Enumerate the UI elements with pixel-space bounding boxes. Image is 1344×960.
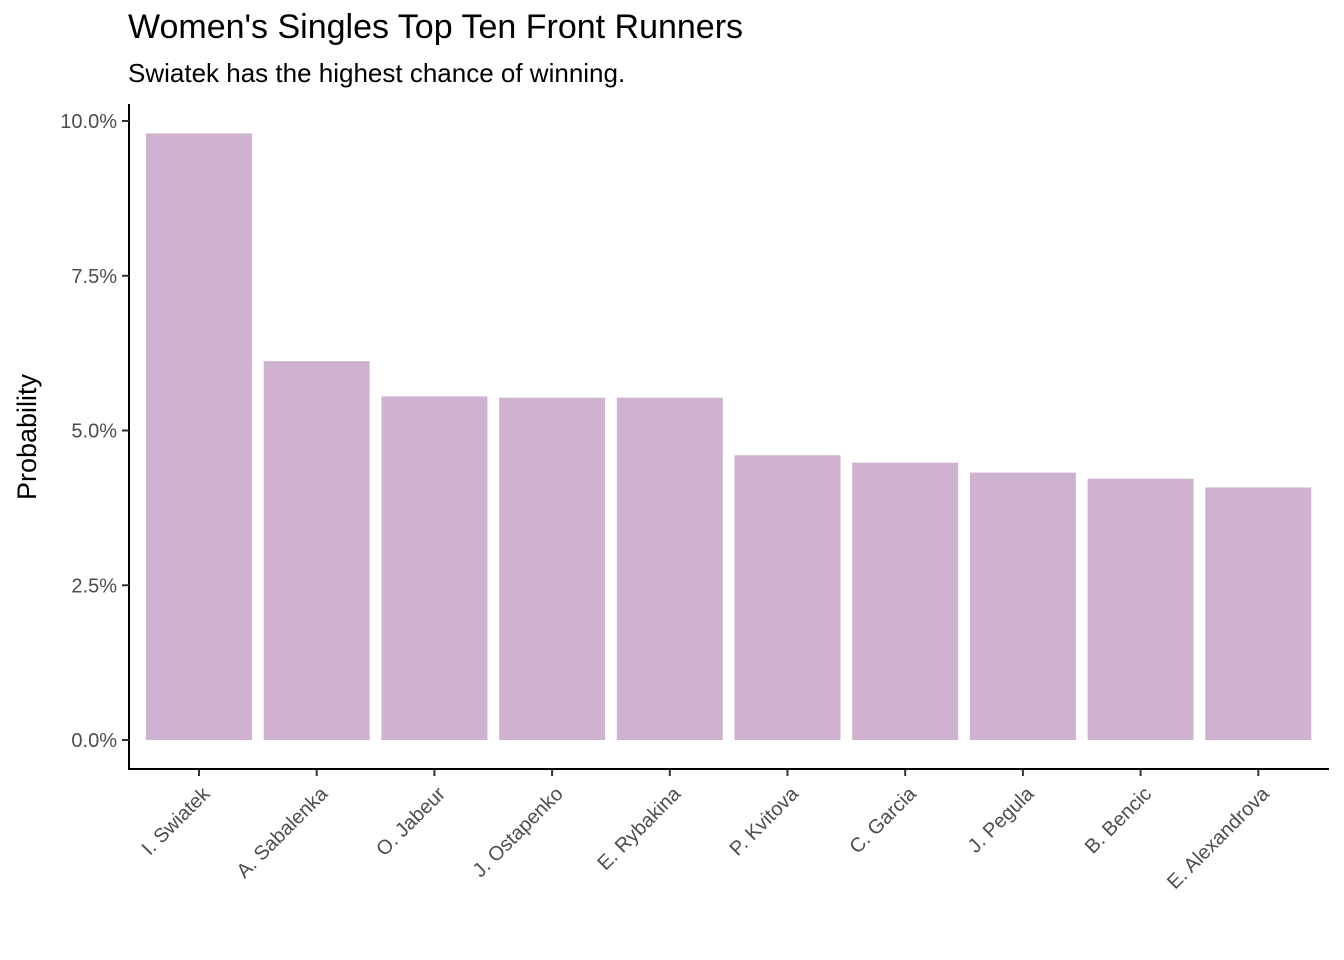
x-tick-label: O. Jabeur — [372, 783, 450, 861]
x-tick-label: B. Bencic — [1081, 783, 1156, 858]
x-tick-label: E. Rybakina — [594, 782, 686, 874]
y-tick-label: 7.5% — [71, 266, 117, 288]
bars-group — [146, 133, 1312, 740]
x-tick-label: J. Ostapenko — [469, 783, 568, 882]
x-tick-label: P. Kvitova — [726, 782, 804, 860]
y-axis: 0.0% 2.5% 5.0% 7.5% 10.0% — [60, 104, 130, 770]
chart-subtitle: Swiatek has the highest chance of winnin… — [128, 58, 626, 88]
bar — [381, 396, 488, 740]
y-axis-title: Probability — [12, 373, 42, 500]
x-axis: I. Swiatek A. Sabalenka O. Jabeur J. Ostape… — [128, 768, 1329, 894]
x-tick-label: A. Sabalenka — [233, 782, 333, 882]
bar — [146, 133, 252, 740]
chart-title: Women's Singles Top Ten Front Runners — [128, 8, 744, 46]
y-tick-label: 10.0% — [60, 111, 117, 133]
y-tick-label: 0.0% — [71, 730, 117, 752]
bar — [1205, 487, 1312, 740]
x-tick-label: I. Swiatek — [138, 782, 216, 860]
x-tick-label: C. Garcia — [845, 782, 921, 858]
bar — [969, 472, 1076, 740]
x-tick-label: J. Pegula — [964, 782, 1039, 857]
y-tick-label: 5.0% — [71, 421, 117, 443]
bar — [734, 455, 841, 740]
bar — [616, 397, 723, 740]
y-tick-label: 2.5% — [71, 575, 117, 597]
bar — [852, 462, 959, 740]
bar — [499, 397, 606, 740]
bar — [263, 361, 370, 740]
bar — [1087, 478, 1194, 740]
x-tick-label: E. Alexandrova — [1163, 782, 1274, 893]
